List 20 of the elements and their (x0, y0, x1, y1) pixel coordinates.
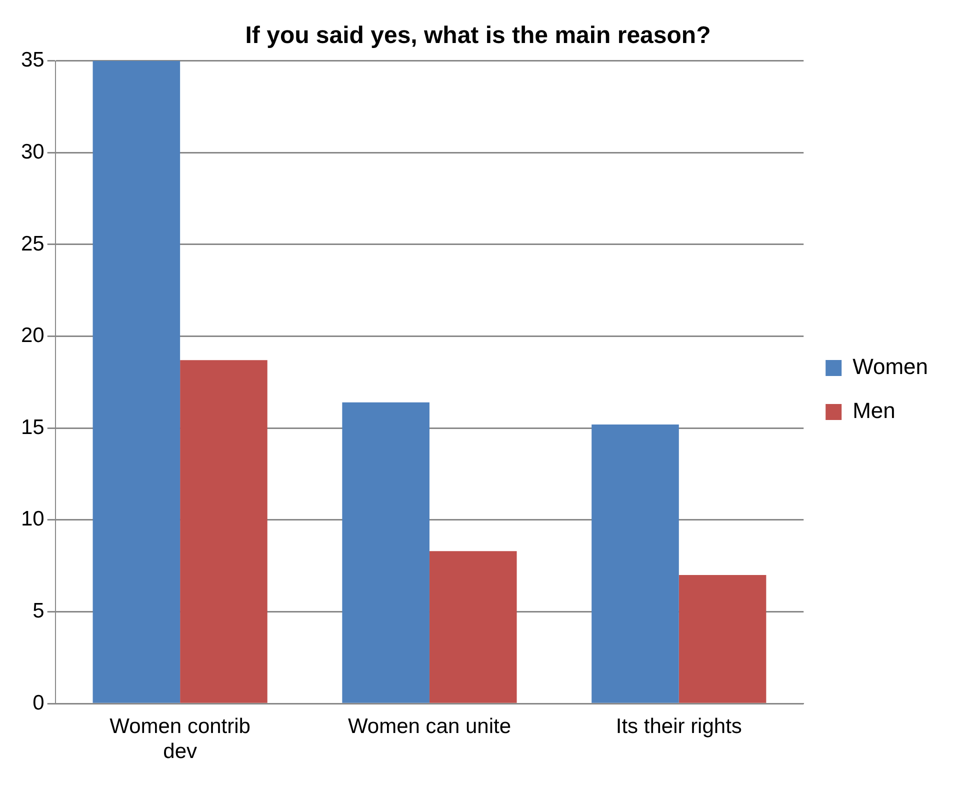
bar (342, 402, 430, 703)
y-tick-label: 35 (21, 48, 44, 72)
bar (180, 360, 268, 703)
y-tick-label: 5 (32, 600, 44, 623)
legend-label: Men (852, 398, 896, 424)
x-tick-label: Women contrib dev (110, 714, 250, 764)
bar (592, 424, 679, 703)
x-tick-label: Its their rights (616, 714, 742, 738)
y-tick-label: 30 (21, 140, 44, 164)
x-tick-label: Women can unite (348, 714, 512, 738)
bar (429, 551, 517, 703)
y-tick-label: 15 (21, 416, 44, 439)
y-tick-label: 25 (21, 232, 44, 256)
y-tick-label: 20 (21, 324, 44, 348)
legend-label: Women (852, 354, 928, 380)
y-tick-label: 0 (32, 691, 44, 714)
bar (678, 575, 766, 703)
chart-title: If you said yes, what is the main reason? (245, 22, 711, 50)
y-tick-label: 10 (21, 508, 44, 531)
bar (92, 60, 180, 703)
